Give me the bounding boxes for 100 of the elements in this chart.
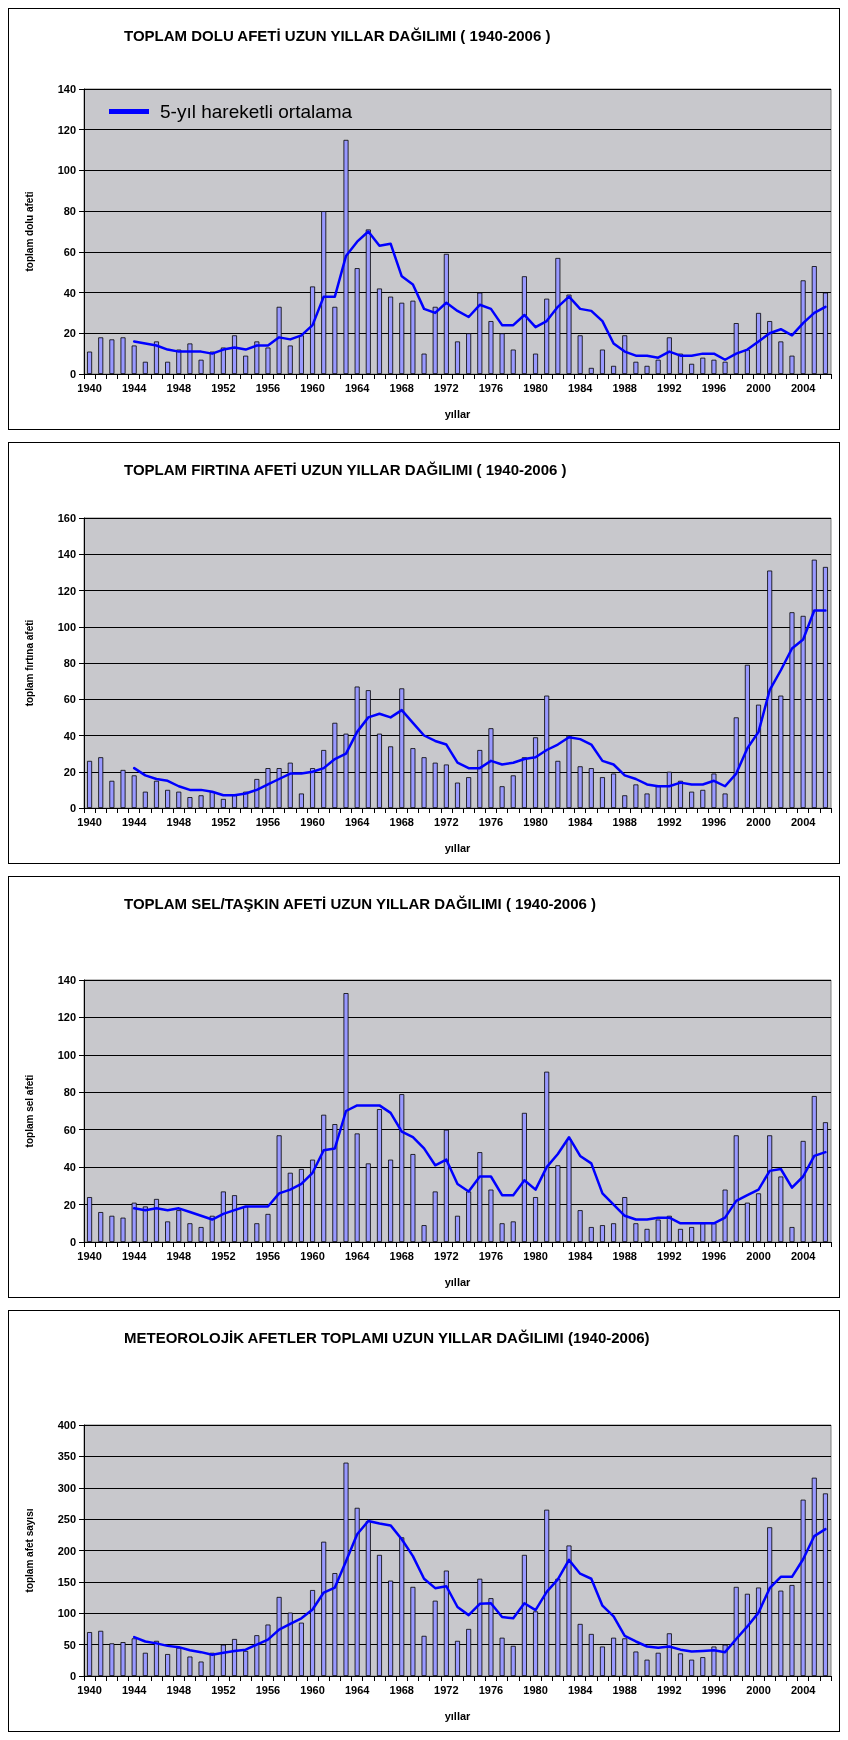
bar — [633, 784, 639, 808]
y-tick-label: 0 — [69, 1236, 76, 1248]
x-tick-label: 1944 — [121, 381, 148, 394]
bar — [510, 1221, 516, 1242]
x-tick-label: 1988 — [612, 1683, 637, 1696]
chart-title: METEOROLOJİK AFETLER TOPLAMI UZUN YILLAR DAĞILIMI (1940-2006) — [124, 1329, 650, 1346]
bar — [120, 337, 126, 374]
bar — [109, 339, 115, 374]
bar — [165, 361, 171, 374]
bar — [789, 1227, 795, 1242]
bar — [655, 359, 661, 374]
chart-title: TOPLAM FIRTINA AFETİ UZUN YILLAR DAĞILIMI ( 1940-2006 ) — [124, 461, 567, 478]
bar — [510, 775, 516, 808]
bar — [254, 341, 260, 374]
bar — [655, 1652, 661, 1676]
bar — [689, 1227, 695, 1242]
bar — [767, 321, 773, 374]
bar — [176, 791, 182, 808]
bar — [466, 777, 472, 808]
bar — [689, 363, 695, 374]
x-tick-label: 1980 — [523, 381, 548, 394]
bar — [98, 1212, 104, 1242]
bar — [700, 1223, 706, 1242]
x-tick-label: 1964 — [344, 381, 371, 394]
x-tick-label: 2004 — [790, 381, 817, 394]
bar — [644, 365, 650, 374]
x-tick-label: 1980 — [523, 1249, 548, 1262]
bar — [421, 1225, 427, 1242]
x-tick-label: 1964 — [344, 1683, 371, 1696]
x-tick-label: 1992 — [657, 815, 682, 828]
bar — [722, 793, 728, 808]
x-tick-label: 1968 — [389, 815, 414, 828]
bar — [599, 349, 605, 374]
y-tick-label: 20 — [63, 765, 76, 778]
line-series — [132, 1519, 827, 1656]
bar — [254, 1223, 260, 1242]
x-tick-label: 2004 — [790, 815, 817, 828]
y-tick-label: 40 — [63, 1161, 76, 1174]
bar — [611, 1223, 617, 1242]
y-tick-label: 120 — [57, 1011, 76, 1024]
bar — [633, 1651, 639, 1676]
x-tick-label: 1992 — [657, 381, 682, 394]
x-tick-label: 1940 — [77, 1249, 102, 1262]
x-tick-label: 1948 — [166, 1683, 192, 1696]
x-tick-label: 2000 — [746, 381, 771, 394]
x-tick-label: 1940 — [77, 381, 102, 394]
bar — [153, 780, 159, 808]
bar — [510, 349, 516, 374]
x-tick-label: 1952 — [211, 381, 236, 394]
bar — [198, 359, 204, 374]
bar — [677, 1653, 683, 1676]
bar — [198, 795, 204, 808]
x-tick-label: 1980 — [523, 1683, 548, 1696]
x-axis-title: yıllar — [444, 407, 472, 420]
bar — [611, 365, 617, 374]
bar — [109, 780, 115, 808]
x-tick-label: 1960 — [300, 381, 325, 394]
x-tick-label: 1976 — [478, 1249, 504, 1262]
y-tick-label: 100 — [57, 1048, 76, 1061]
x-tick-label: 1964 — [344, 1249, 371, 1262]
x-tick-label: 1960 — [300, 815, 325, 828]
x-tick-label: 1976 — [478, 381, 504, 394]
bar — [666, 337, 672, 374]
bar — [176, 1647, 182, 1676]
bar — [142, 1652, 148, 1676]
bar — [689, 791, 695, 808]
x-tick-label: 1940 — [77, 815, 102, 828]
x-tick-label: 2004 — [790, 1249, 817, 1262]
x-tick-label: 1956 — [255, 815, 281, 828]
bar — [588, 1227, 594, 1242]
y-tick-label: 400 — [57, 1419, 76, 1431]
x-tick-label: 1968 — [389, 1249, 414, 1262]
x-tick-label: 1960 — [300, 1683, 325, 1696]
bar — [789, 355, 795, 374]
bar — [633, 1223, 639, 1242]
y-tick-label: 100 — [57, 620, 76, 633]
bar — [588, 367, 594, 374]
bar — [677, 1228, 683, 1242]
bar — [633, 361, 639, 374]
x-tick-label: 1968 — [389, 381, 414, 394]
bar — [722, 361, 728, 374]
bar — [622, 795, 628, 808]
x-tick-label: 1972 — [434, 381, 459, 394]
x-tick-label: 1956 — [255, 1249, 281, 1262]
bar — [254, 1635, 260, 1676]
x-tick-label: 1944 — [121, 815, 148, 828]
y-tick-label: 150 — [57, 1575, 76, 1588]
x-tick-label: 1996 — [701, 815, 727, 828]
y-tick-label: 80 — [63, 205, 76, 218]
bar — [711, 359, 717, 374]
y-axis-title: toplam afet sayısı — [23, 1508, 35, 1593]
bar — [499, 786, 505, 808]
x-tick-label: 2000 — [746, 1683, 771, 1696]
y-tick-label: 0 — [69, 368, 76, 380]
bar — [165, 789, 171, 808]
x-tick-label: 1992 — [657, 1249, 682, 1262]
bar — [243, 1650, 249, 1676]
bar — [187, 1656, 193, 1676]
bar — [265, 347, 271, 374]
bar — [287, 345, 293, 374]
